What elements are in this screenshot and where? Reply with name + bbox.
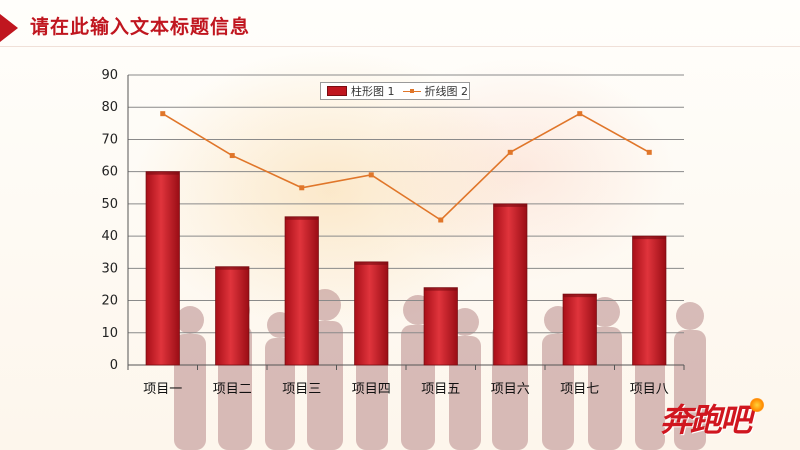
legend-line-swatch xyxy=(402,87,421,95)
x-tick-label: 项目一 xyxy=(143,382,182,397)
bar xyxy=(423,287,458,366)
bar xyxy=(493,203,528,366)
bar-top-edge xyxy=(493,203,527,207)
line-point xyxy=(507,149,513,155)
line-point xyxy=(160,111,166,117)
bar xyxy=(562,293,597,366)
bar xyxy=(354,261,389,366)
bar xyxy=(145,171,180,366)
bar xyxy=(632,235,667,366)
bar-top-edge xyxy=(632,236,666,240)
x-tick-label: 项目四 xyxy=(352,382,391,397)
y-tick-label: 70 xyxy=(101,132,118,147)
bar-top-edge xyxy=(285,216,319,220)
x-tick-label: 项目二 xyxy=(213,382,252,397)
bar xyxy=(284,216,319,366)
x-tick-label: 项目六 xyxy=(491,382,530,397)
x-tick-label: 项目五 xyxy=(421,382,460,397)
y-tick-label: 30 xyxy=(101,261,118,276)
y-tick-label: 80 xyxy=(101,100,118,115)
bar-top-edge xyxy=(215,266,249,270)
x-tick-label: 项目七 xyxy=(560,382,599,397)
line-point xyxy=(299,185,305,191)
chart-legend: 柱形图 1 折线图 2 xyxy=(320,82,470,100)
title-marker-icon xyxy=(0,14,18,42)
bar-top-edge xyxy=(424,287,458,291)
line-series xyxy=(162,112,650,222)
line-point xyxy=(577,111,583,117)
logo-sun-icon xyxy=(750,398,764,412)
line-point xyxy=(646,149,652,155)
y-tick-label: 10 xyxy=(101,326,118,341)
legend-series-2-label: 折线图 2 xyxy=(424,85,469,98)
y-tick-label: 60 xyxy=(101,165,118,180)
legend-series-1-label: 柱形图 1 xyxy=(351,85,395,98)
x-tick-label: 项目八 xyxy=(630,382,669,397)
title-divider xyxy=(0,46,800,47)
bar-top-edge xyxy=(146,171,180,175)
line-point xyxy=(438,217,444,223)
brand-logo: 奔跑吧 xyxy=(660,401,752,439)
line-point xyxy=(229,153,235,159)
y-tick-label: 0 xyxy=(110,358,118,373)
y-tick-label: 90 xyxy=(101,68,118,83)
page-title: 请在此输入文本标题信息 xyxy=(30,16,251,38)
bar xyxy=(215,266,250,366)
bar-top-edge xyxy=(354,261,388,265)
bar-top-edge xyxy=(563,294,597,298)
legend-bar-swatch xyxy=(327,86,347,96)
y-tick-label: 50 xyxy=(101,197,118,212)
y-tick-label: 20 xyxy=(101,294,118,309)
x-tick-label: 项目三 xyxy=(282,382,321,397)
y-tick-label: 40 xyxy=(101,229,118,244)
line-point xyxy=(368,172,374,178)
